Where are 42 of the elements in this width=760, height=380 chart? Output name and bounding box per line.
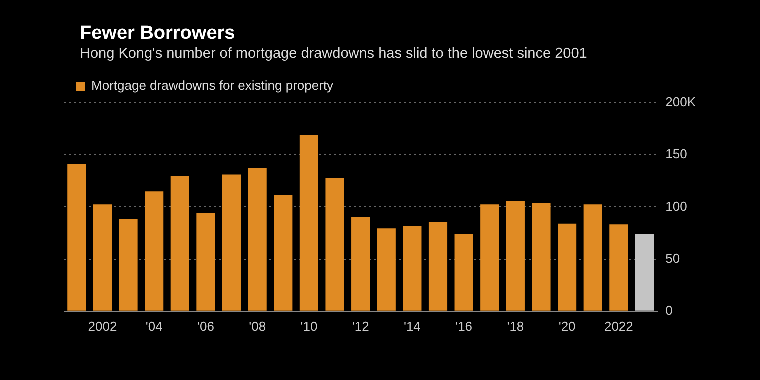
bar — [93, 204, 112, 311]
bar — [352, 217, 370, 311]
bar — [532, 204, 551, 311]
bar — [610, 224, 628, 311]
bar — [454, 234, 474, 311]
y-tick-label: 50 — [666, 250, 680, 266]
bar — [584, 204, 602, 311]
x-tick-label: 2022 — [604, 318, 634, 334]
bar — [558, 224, 577, 311]
bar — [403, 226, 422, 311]
y-tick-label: 200K — [666, 94, 696, 110]
bar — [428, 222, 448, 311]
chart-title: Fewer Borrowers — [80, 23, 236, 45]
x-tick-label: '08 — [249, 318, 266, 334]
bar — [248, 168, 267, 311]
y-tick-label: 150 — [666, 146, 688, 162]
bar — [506, 201, 525, 311]
x-tick-label: '10 — [300, 318, 318, 334]
x-tick-label: 2002 — [88, 318, 118, 334]
x-tick-label: '16 — [456, 318, 473, 334]
x-tick-label: '20 — [558, 318, 576, 334]
chart-subtitle: Hong Kong's number of mortgage drawdowns has slid to the lowest since 2001 — [80, 46, 588, 62]
bar — [119, 219, 138, 311]
y-tick-label: 100 — [666, 198, 688, 214]
bar — [68, 164, 86, 311]
bar — [196, 213, 216, 311]
bar — [326, 178, 344, 311]
legend-label: Mortgage drawdowns for existing property — [92, 78, 334, 94]
bar — [377, 228, 396, 311]
bar — [274, 195, 293, 311]
x-tick-label: '14 — [404, 318, 421, 334]
bar — [170, 176, 190, 311]
x-tick-label: '18 — [507, 318, 524, 334]
bar — [480, 204, 500, 311]
bar — [635, 234, 654, 311]
y-tick-label: 0 — [666, 302, 673, 318]
x-tick-label: '06 — [197, 318, 214, 334]
bar — [222, 174, 242, 311]
x-tick-label: '12 — [352, 318, 370, 334]
bar — [300, 135, 318, 311]
bar — [145, 192, 164, 311]
x-tick-label: '04 — [146, 318, 163, 334]
